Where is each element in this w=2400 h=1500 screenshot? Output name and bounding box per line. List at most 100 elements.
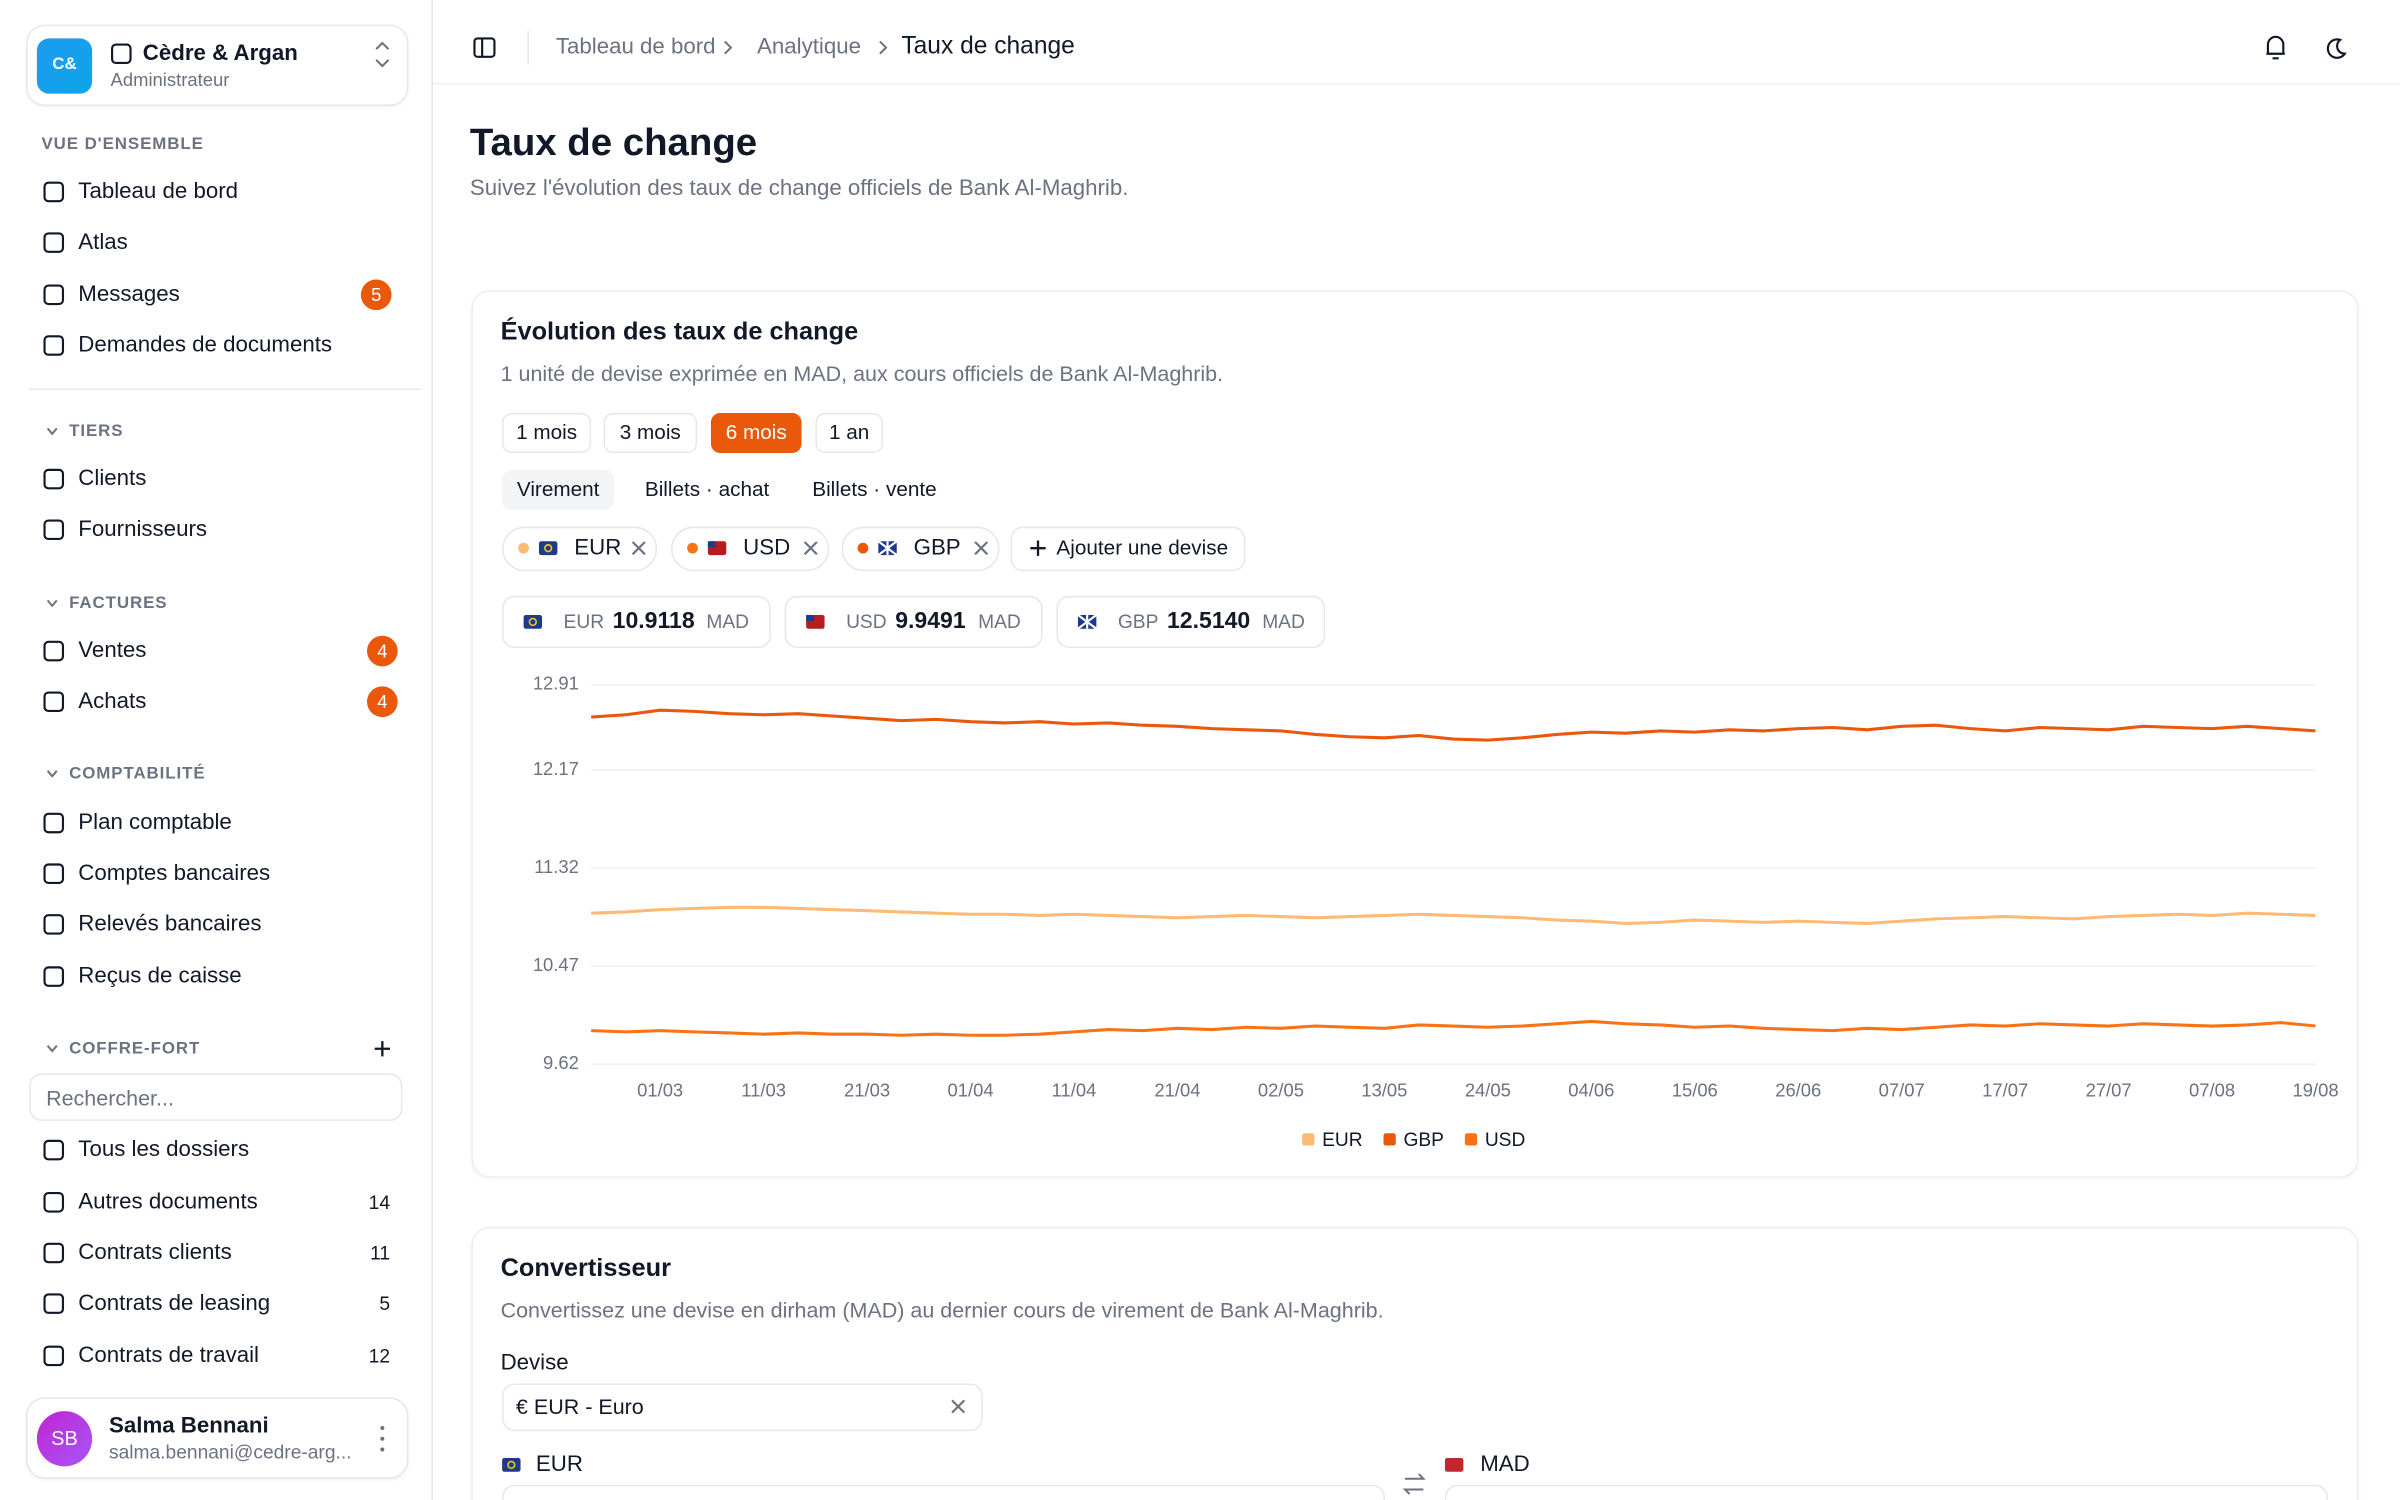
count: 14: [369, 1193, 391, 1214]
workspace-card[interactable]: [26, 24, 409, 106]
range-button[interactable]: [502, 413, 592, 453]
rate-tab-label[interactable]: Billets · achat: [644, 477, 770, 501]
nav-icon: [43, 1139, 65, 1161]
user-name: Salma Bennani: [109, 1414, 269, 1439]
currency-code: EUR: [574, 535, 622, 561]
user-avatar: [36, 1411, 93, 1467]
user-card[interactable]: [26, 1397, 409, 1479]
sidebar-toggle: [473, 37, 496, 58]
nav-icon: [43, 1242, 65, 1264]
nav-item[interactable]: Ventes: [78, 638, 147, 664]
nav-item[interactable]: Achats: [78, 689, 147, 715]
breadcrumb-item[interactable]: Tableau de bord: [555, 35, 716, 60]
currency-chip[interactable]: [671, 526, 830, 572]
nav-item[interactable]: Clients: [78, 466, 147, 492]
count: 11: [370, 1244, 390, 1265]
currency-selected[interactable]: € EUR - Euro: [515, 1394, 644, 1419]
icon-chevron: [46, 427, 58, 436]
icon-chevron: [46, 1045, 58, 1053]
section-title[interactable]: COFFRE-FORT: [69, 1039, 201, 1058]
breadcrumb-sep: [879, 40, 888, 55]
icon-chevron: [46, 599, 58, 608]
header-border: [433, 82, 2400, 85]
range-button[interactable]: [815, 413, 883, 453]
nav-icon: [43, 914, 65, 935]
range-label[interactable]: 3 mois: [619, 420, 681, 444]
nav-icon: [43, 181, 65, 203]
nav-icon: [43, 1293, 65, 1314]
nav-item[interactable]: Tableau de bord: [78, 179, 239, 205]
range-label[interactable]: 1 an: [828, 420, 870, 444]
rate-value: 12.5140: [1166, 608, 1251, 635]
sidebar-border: [431, 0, 434, 1500]
page-subtitle: Suivez l'évolution des taux de change of…: [469, 176, 1129, 202]
nav-item[interactable]: Contrats de leasing: [78, 1291, 271, 1316]
converter-subtitle: Convertissez une devise en dirham (MAD) …: [500, 1297, 1384, 1323]
nav-item[interactable]: Tous les dossiers: [78, 1137, 250, 1163]
workspace-logo: [36, 38, 93, 94]
add-currency[interactable]: [1010, 526, 1246, 572]
chart-card: [471, 290, 2359, 1178]
rate-chip: [502, 595, 771, 648]
currency-chip[interactable]: [502, 526, 658, 572]
nav-icon: [43, 1345, 65, 1367]
card-title: Évolution des taux de change: [500, 317, 859, 346]
nav-icon: [43, 863, 65, 884]
section-title: VUE D'ENSEMBLE: [41, 135, 204, 154]
from-input[interactable]: [502, 1484, 1386, 1500]
nav-icon: [43, 691, 65, 713]
range-label[interactable]: 6 mois: [725, 420, 787, 444]
rate-code: USD: [846, 611, 887, 633]
workspace-role: Administrateur: [110, 69, 230, 91]
rate-value: 9.9491: [895, 608, 966, 635]
nav-item[interactable]: Contrats de travail: [78, 1343, 259, 1369]
nav-item[interactable]: Contrats clients: [78, 1240, 232, 1266]
range-label[interactable]: 1 mois: [516, 420, 578, 444]
rate-unit: MAD: [706, 611, 749, 633]
icon-plus: [374, 1041, 391, 1057]
add-currency-label[interactable]: Ajouter une devise: [1056, 535, 1229, 559]
nav-icon: [43, 232, 65, 253]
converter-title: Convertisseur: [500, 1254, 671, 1283]
rate-chip: [1056, 595, 1326, 648]
nav-item[interactable]: Reçus de caisse: [78, 964, 242, 989]
range-button[interactable]: [603, 413, 698, 453]
range-button[interactable]: [710, 413, 802, 453]
currency-chip[interactable]: [841, 526, 1000, 572]
nav-item[interactable]: Autres documents: [78, 1190, 258, 1215]
count: 5: [379, 1294, 390, 1315]
badge: [366, 635, 398, 667]
user-email: salma.bennani@cedre-arg...: [109, 1441, 352, 1464]
breadcrumb-item[interactable]: Analytique: [757, 35, 861, 60]
workspace-name: Cèdre & Argan: [142, 41, 298, 67]
rate-tab-label[interactable]: Virement: [516, 477, 600, 501]
currency-code: USD: [743, 535, 791, 561]
section-title[interactable]: COMPTABILITÉ: [69, 764, 206, 784]
card-subtitle: 1 unité de devise exprimée en MAD, aux c…: [500, 360, 1224, 386]
badge: [366, 686, 398, 718]
nav-item[interactable]: Messages: [78, 282, 180, 308]
badge-text: 5: [371, 284, 381, 305]
field-label: Devise: [500, 1351, 569, 1376]
nav-item[interactable]: Atlas: [78, 230, 128, 255]
rate-code: EUR: [563, 611, 605, 633]
section-title[interactable]: TIERS: [69, 422, 124, 441]
rate-tab-label[interactable]: Billets · vente: [812, 477, 937, 501]
nav-item[interactable]: Comptes bancaires: [78, 861, 271, 886]
currency-code: GBP: [913, 535, 961, 561]
nav-icon: [43, 1192, 65, 1213]
section-title[interactable]: FACTURES: [69, 594, 168, 613]
nav-item[interactable]: Demandes de documents: [78, 333, 333, 358]
nav-icon: [43, 468, 65, 490]
workspace-initials: C&: [52, 55, 77, 74]
nav-item[interactable]: Fournisseurs: [78, 517, 208, 543]
nav-item[interactable]: Relevés bancaires: [78, 912, 262, 937]
search-input[interactable]: [29, 1073, 403, 1121]
bell-icon: [2266, 35, 2285, 60]
rate-tab[interactable]: [502, 469, 615, 510]
nav-item[interactable]: Plan comptable: [78, 810, 232, 836]
search-placeholder: Rechercher...: [46, 1085, 174, 1111]
breadcrumb-item: Taux de change: [901, 33, 1075, 60]
currency-select[interactable]: [502, 1383, 983, 1432]
